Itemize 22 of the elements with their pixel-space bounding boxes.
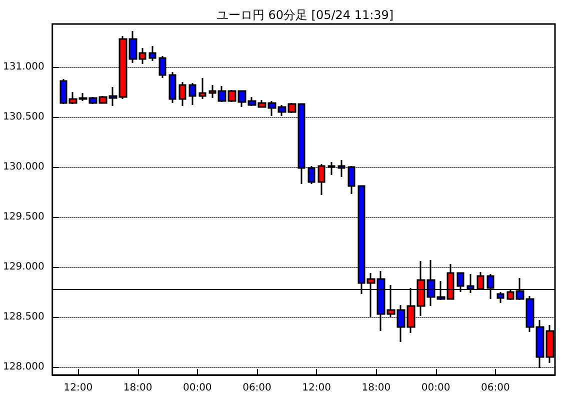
x-tick-label: 18:00 <box>123 382 152 394</box>
x-tick-label: 12:00 <box>302 382 332 394</box>
x-tick-label: 18:00 <box>362 382 391 394</box>
candlestick <box>178 81 186 107</box>
candlestick <box>198 77 206 100</box>
x-tick-label: 06:00 <box>242 382 272 394</box>
y-tick-label: 130.000 <box>2 162 44 172</box>
y-tick-label: 129.000 <box>2 262 44 272</box>
y-tick-label: 128.500 <box>2 312 44 322</box>
x-tick-label: 12:00 <box>64 382 93 394</box>
y-tick-label: 128.000 <box>2 362 44 372</box>
chart-title: ユーロ円 60分足 [05/24 11:39] <box>216 8 394 22</box>
candlestick <box>496 291 504 304</box>
y-tick-label: 131.000 <box>2 62 44 72</box>
y-tick-label: 130.500 <box>2 112 44 122</box>
x-tick-label: 00:00 <box>182 382 212 394</box>
candlestick <box>148 45 156 62</box>
x-tick-label: 06:00 <box>480 382 510 394</box>
y-tick-label: 129.500 <box>2 212 44 222</box>
x-tick-label: 00:00 <box>421 382 450 394</box>
candlestick <box>188 82 196 106</box>
candlestick <box>168 71 176 104</box>
